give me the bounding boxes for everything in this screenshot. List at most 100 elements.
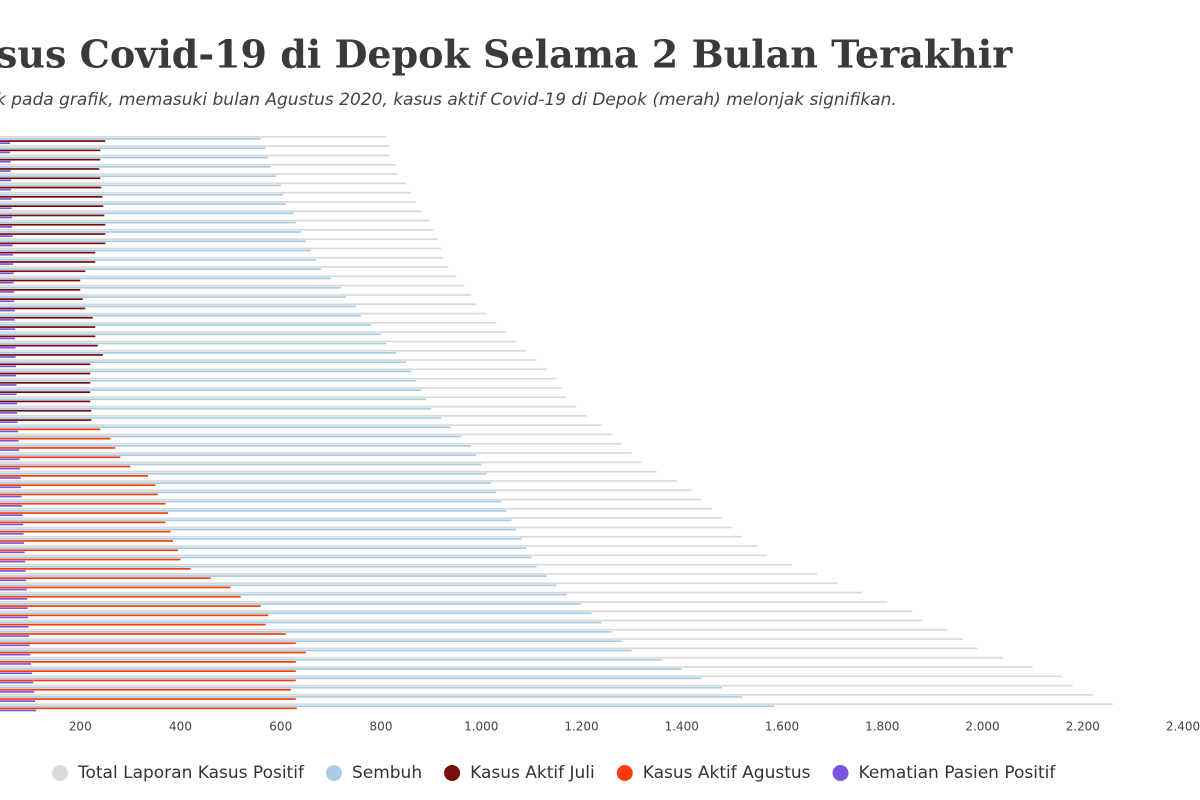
bar <box>0 560 26 563</box>
bar <box>0 231 301 233</box>
bar <box>0 625 29 628</box>
bar <box>0 296 346 298</box>
bar <box>0 337 16 340</box>
bar <box>0 482 492 484</box>
bar <box>0 512 168 514</box>
bar <box>0 261 96 263</box>
bar <box>0 538 522 540</box>
bar <box>0 417 442 419</box>
bar <box>0 346 16 349</box>
bar <box>0 415 587 417</box>
bar <box>0 426 452 429</box>
bar <box>0 249 311 252</box>
bar <box>0 658 662 661</box>
bar <box>0 349 527 352</box>
bar <box>0 147 266 150</box>
x-tick-label: 1.000 <box>464 720 498 734</box>
bar <box>0 221 296 224</box>
legend-label: Kasus Aktif Juli <box>470 763 595 783</box>
bar <box>0 173 399 175</box>
bar <box>0 284 465 287</box>
legend-label: Kematian Pasien Positif <box>859 763 1057 783</box>
bar <box>0 647 978 650</box>
bar <box>0 259 316 261</box>
bar <box>0 407 432 410</box>
bar <box>0 223 106 226</box>
bar <box>0 389 422 391</box>
bar <box>0 158 101 161</box>
bar <box>0 210 422 213</box>
bar <box>0 319 15 321</box>
bar <box>0 216 13 219</box>
bar <box>0 681 34 684</box>
bar <box>0 309 15 312</box>
bar <box>0 454 477 456</box>
bar <box>0 470 657 473</box>
bar <box>0 514 23 516</box>
bar <box>0 400 91 403</box>
bar <box>0 263 14 265</box>
bar <box>0 577 211 579</box>
bar <box>0 698 296 700</box>
bar <box>0 342 387 345</box>
bar <box>0 549 178 552</box>
bar <box>0 601 888 603</box>
bar <box>0 519 512 522</box>
bar <box>0 579 27 582</box>
bar <box>0 340 517 343</box>
bar <box>0 644 30 647</box>
bar <box>0 633 286 635</box>
bar <box>0 675 1063 678</box>
bar <box>0 505 23 507</box>
bar <box>0 214 105 217</box>
bar <box>0 517 722 519</box>
bar <box>0 270 86 273</box>
bar <box>0 212 294 215</box>
bar <box>0 405 577 408</box>
bar <box>0 679 296 682</box>
bar <box>0 186 102 189</box>
bar <box>0 328 16 330</box>
legend-label: Sembuh <box>352 763 422 783</box>
bar <box>0 298 83 300</box>
bar <box>0 344 98 347</box>
bar <box>0 396 567 399</box>
bar <box>0 445 472 447</box>
bar <box>0 361 407 363</box>
bar <box>0 286 341 289</box>
legend-swatch <box>325 765 342 781</box>
bar <box>0 565 537 568</box>
bar <box>0 526 732 529</box>
bar <box>0 409 92 412</box>
bar <box>0 542 25 544</box>
bar <box>0 465 131 468</box>
bar <box>0 666 1033 668</box>
bar <box>0 614 269 617</box>
bar <box>0 707 297 710</box>
bar <box>0 145 390 147</box>
x-tick-label: 2.200 <box>1066 720 1100 734</box>
bar <box>0 456 121 459</box>
bar <box>0 191 412 194</box>
bar <box>0 467 21 470</box>
bar <box>0 668 682 670</box>
bar <box>0 688 291 691</box>
bar <box>0 160 11 163</box>
bar <box>0 368 547 371</box>
bar <box>0 379 417 382</box>
bar <box>0 684 1073 687</box>
bar <box>0 412 18 414</box>
x-tick-label: 1.400 <box>665 720 699 734</box>
bar <box>0 196 103 198</box>
bar <box>0 570 26 572</box>
bar <box>0 649 632 652</box>
bar <box>0 588 27 591</box>
bar <box>0 188 12 191</box>
bar <box>0 289 81 291</box>
bar <box>0 598 28 600</box>
x-tick-label: 2.400 <box>1166 720 1200 734</box>
bar <box>0 352 397 354</box>
bar <box>0 335 96 338</box>
bar <box>0 356 16 358</box>
bar <box>0 175 276 177</box>
